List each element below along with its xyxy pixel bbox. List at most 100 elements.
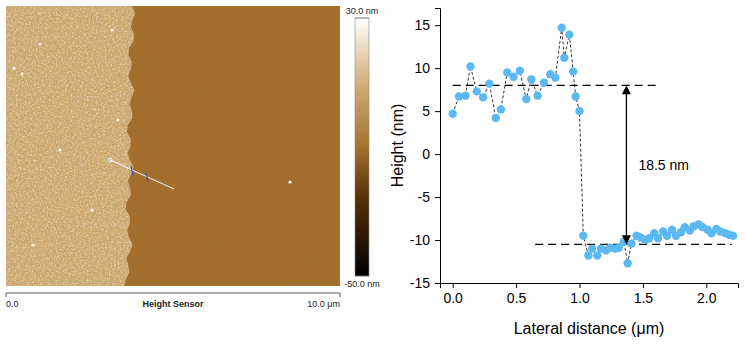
data-point — [522, 95, 530, 103]
image-axis-title: Height Sensor — [142, 299, 204, 309]
data-point — [448, 110, 456, 118]
data-point — [654, 234, 662, 242]
colorbar-label: -50.0 nm — [344, 279, 380, 289]
speck — [116, 118, 119, 121]
x-tick: 1.0 — [570, 283, 590, 306]
y-tick-label: 5 — [422, 103, 430, 119]
x-tick-label: 1.5 — [634, 290, 654, 306]
arrow-head — [622, 235, 631, 244]
data-point — [558, 24, 566, 32]
data-point — [497, 105, 505, 113]
x-tick-mark — [643, 283, 644, 288]
annotation-label: 18.5 nm — [638, 157, 689, 173]
data-point — [533, 91, 541, 99]
x-tick-mark — [706, 283, 707, 288]
data-point — [509, 73, 517, 81]
y-tick-label: 15 — [414, 17, 430, 33]
x-axis-title: Lateral distance (μm) — [514, 320, 665, 337]
colorbar-scale — [355, 18, 369, 276]
arrow-head — [622, 85, 631, 94]
plot-area — [448, 24, 737, 268]
data-point — [571, 92, 579, 100]
figure: 0.0 10.0 μm Height Sensor 30.0 nm -50.0 nm 0.… — [0, 0, 745, 345]
speck — [90, 208, 93, 211]
speck — [38, 42, 41, 45]
data-point — [627, 239, 635, 247]
afm-image — [6, 6, 340, 286]
image-axis-tick — [6, 293, 7, 297]
y-tick-mark — [435, 197, 440, 198]
x-tick-mark — [579, 283, 580, 288]
image-axis-line — [6, 293, 340, 294]
profile-start — [108, 158, 112, 162]
data-point — [551, 73, 559, 81]
image-axis-tick-label: 10.0 μm — [307, 299, 340, 309]
y-axis-line — [435, 9, 441, 284]
colorbar-tick — [355, 18, 369, 19]
lower-region — [6, 6, 340, 286]
data-point — [565, 30, 573, 38]
speck — [110, 28, 113, 31]
y-tick: 5 — [422, 103, 440, 119]
x-tick-label: 0.0 — [443, 290, 463, 306]
annotation: 18.5 nm — [622, 85, 689, 244]
data-point — [466, 62, 474, 70]
profile-line — [110, 160, 174, 189]
y-axis-title: Height (nm) — [389, 104, 406, 188]
speck — [288, 180, 291, 183]
data-point — [569, 67, 577, 75]
x-tick-mark — [516, 283, 517, 288]
y-tick-label: -15 — [410, 275, 430, 291]
data-point — [492, 114, 500, 122]
speck — [12, 66, 15, 69]
data-point — [516, 67, 524, 75]
y-tick-mark — [435, 154, 440, 155]
profile-cursor — [131, 166, 133, 176]
y-tick: -15 — [410, 275, 440, 291]
colorbar-label: 30.0 nm — [346, 6, 379, 16]
x-tick: 0.0 — [443, 283, 463, 306]
x-tick: 1.5 — [634, 283, 654, 306]
y-tick: -10 — [410, 232, 440, 248]
speck — [31, 243, 34, 246]
annotation-arrow — [626, 92, 627, 237]
y-tick: 0 — [422, 146, 440, 162]
data-point — [588, 244, 596, 252]
colorbar: 30.0 nm -50.0 nm — [344, 6, 380, 289]
speck — [20, 72, 23, 75]
y-tick-label: 10 — [414, 60, 430, 76]
data-point — [479, 93, 487, 101]
colorbar-tick — [355, 276, 369, 277]
series-line — [453, 28, 733, 263]
x-tick-label: 1.0 — [570, 290, 590, 306]
speck — [58, 148, 61, 151]
profile-cursor — [146, 172, 148, 182]
data-point — [729, 232, 737, 240]
y-tick-label: 0 — [422, 146, 430, 162]
data-point — [623, 259, 631, 267]
y-tick-label: -10 — [410, 232, 430, 248]
y-tick-mark — [435, 283, 440, 284]
y-tick-mark — [435, 240, 440, 241]
y-tick-label: -5 — [418, 189, 431, 205]
data-point — [560, 54, 568, 62]
grain-dark — [6, 6, 340, 286]
x-tick-label: 0.5 — [507, 290, 527, 306]
data-point — [473, 87, 481, 95]
y-tick: 15 — [414, 17, 440, 33]
lower-region-texture — [6, 6, 340, 286]
y-tick-mark — [435, 25, 440, 26]
data-point — [527, 75, 535, 83]
y-tick-mark — [435, 111, 440, 112]
upper-region-texture — [6, 6, 340, 286]
image-axis-tick-label: 0.0 — [6, 299, 19, 309]
data-point — [575, 107, 583, 115]
x-axis-line — [441, 284, 739, 289]
y-axis: -15 -10 -5 0 5 10 15 — [410, 9, 441, 291]
image-axis: 0.0 10.0 μm Height Sensor — [6, 293, 340, 309]
y-tick: -5 — [418, 189, 440, 205]
image-axis-tick — [340, 293, 341, 297]
data-point — [485, 79, 493, 87]
x-tick-mark — [453, 283, 454, 288]
x-tick-label: 2.0 — [697, 290, 717, 306]
